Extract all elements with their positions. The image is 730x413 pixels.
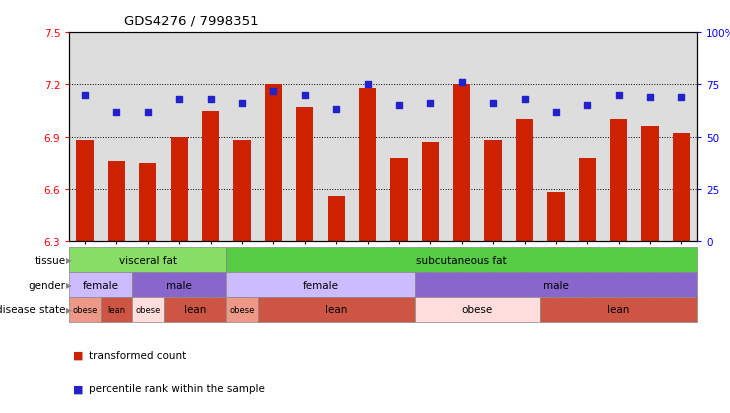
Text: percentile rank within the sample: percentile rank within the sample xyxy=(89,383,265,393)
Bar xyxy=(202,111,219,242)
Point xyxy=(675,95,687,101)
Point xyxy=(330,107,342,114)
Bar xyxy=(265,85,282,242)
Point xyxy=(612,92,624,99)
Point xyxy=(79,92,91,99)
Text: lean: lean xyxy=(184,305,206,315)
Bar xyxy=(77,141,93,242)
Point xyxy=(236,101,247,107)
Text: female: female xyxy=(82,280,119,290)
Bar xyxy=(516,120,533,242)
Text: lean: lean xyxy=(607,305,630,315)
Text: obese: obese xyxy=(135,305,161,314)
Point xyxy=(299,92,311,99)
Bar xyxy=(171,137,188,242)
Text: lean: lean xyxy=(325,305,347,315)
Text: obese: obese xyxy=(462,305,493,315)
Bar xyxy=(485,141,502,242)
Text: ▶: ▶ xyxy=(66,305,72,314)
Text: lean: lean xyxy=(107,305,126,314)
Text: visceral fat: visceral fat xyxy=(119,255,177,265)
Text: ■: ■ xyxy=(73,350,83,360)
Bar xyxy=(453,85,470,242)
Point xyxy=(361,82,373,88)
Point xyxy=(204,97,216,103)
Point xyxy=(550,109,562,116)
Text: ■: ■ xyxy=(73,383,83,393)
Text: obese: obese xyxy=(229,305,255,314)
Bar xyxy=(108,161,125,242)
Point xyxy=(581,103,593,109)
Bar xyxy=(673,134,690,242)
Text: GDS4276 / 7998351: GDS4276 / 7998351 xyxy=(124,14,258,27)
Point xyxy=(425,101,437,107)
Point xyxy=(267,88,279,95)
Text: obese: obese xyxy=(72,305,98,314)
Point xyxy=(393,103,404,109)
Point xyxy=(173,97,185,103)
Text: disease state: disease state xyxy=(0,305,66,315)
Point xyxy=(518,97,530,103)
Bar xyxy=(391,158,407,242)
Bar xyxy=(359,89,376,242)
Text: male: male xyxy=(543,280,569,290)
Point xyxy=(110,109,122,116)
Text: ▶: ▶ xyxy=(66,280,72,290)
Bar xyxy=(234,141,250,242)
Text: transformed count: transformed count xyxy=(89,350,186,360)
Text: gender: gender xyxy=(28,280,66,290)
Text: male: male xyxy=(166,280,192,290)
Bar xyxy=(328,197,345,242)
Text: subcutaneous fat: subcutaneous fat xyxy=(416,255,507,265)
Bar xyxy=(139,164,156,242)
Bar xyxy=(548,193,564,242)
Bar xyxy=(422,142,439,242)
Bar xyxy=(610,120,627,242)
Point xyxy=(142,109,153,116)
Point xyxy=(644,95,656,101)
Bar xyxy=(579,158,596,242)
Text: female: female xyxy=(302,280,339,290)
Bar xyxy=(642,127,658,242)
Point xyxy=(456,80,468,86)
Text: ▶: ▶ xyxy=(66,256,72,265)
Text: tissue: tissue xyxy=(34,255,66,265)
Point xyxy=(488,101,499,107)
Bar xyxy=(296,108,313,242)
